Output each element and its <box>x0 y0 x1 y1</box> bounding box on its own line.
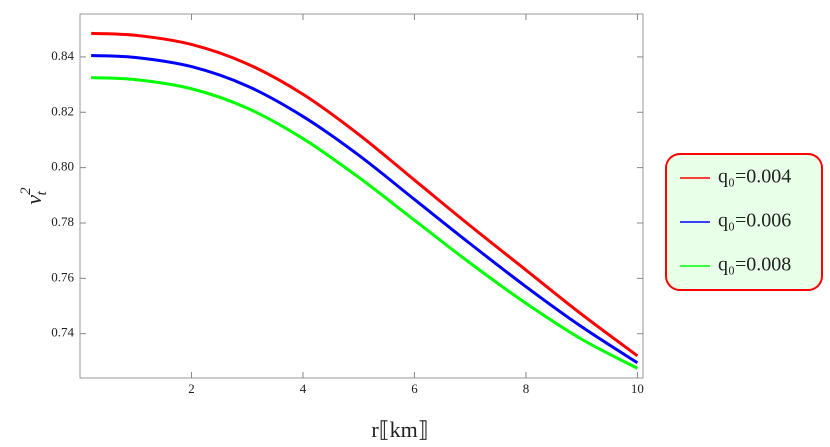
x-tick-label: 2 <box>188 381 195 396</box>
y-label-sub: t <box>34 190 50 195</box>
y-label-sup: 2 <box>18 187 34 195</box>
legend-label: q₀=0.006 <box>718 210 791 232</box>
y-tick-label: 0.78 <box>51 214 74 229</box>
y-axis-label: v2t <box>18 187 50 205</box>
x-tick-label: 4 <box>300 381 307 396</box>
x-tick-label: 10 <box>631 381 644 396</box>
y-label-base: v <box>21 195 46 205</box>
legend-label: q₀=0.008 <box>718 254 791 276</box>
y-tick-label: 0.84 <box>51 48 74 63</box>
x-axis-label: r⟦km⟧ <box>371 417 428 442</box>
plot-frame <box>79 13 644 379</box>
x-tick-label: 8 <box>523 381 530 396</box>
legend-label: q₀=0.004 <box>718 166 791 188</box>
y-tick-label: 0.74 <box>51 325 74 340</box>
series-line <box>91 31 639 358</box>
x-tick-label: 6 <box>411 381 418 396</box>
series-line <box>91 76 639 370</box>
y-tick-label: 0.76 <box>51 269 74 284</box>
legend-box <box>665 153 823 291</box>
series-line <box>91 54 639 365</box>
y-label-text: v2t <box>18 187 50 205</box>
y-tick-label: 0.82 <box>51 103 74 118</box>
y-tick-label: 0.80 <box>51 159 74 174</box>
